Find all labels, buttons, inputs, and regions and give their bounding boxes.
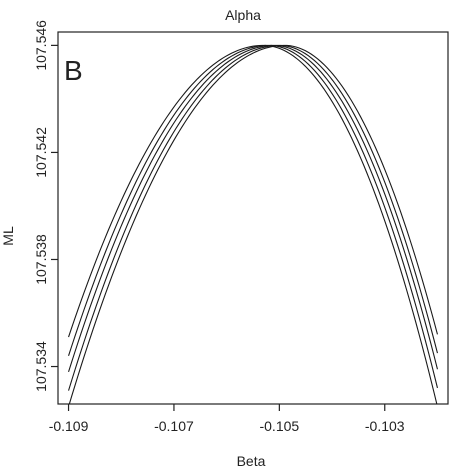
x-axis-label: Beta	[237, 453, 266, 469]
series-line-4	[68, 44, 438, 391]
plot-frame	[57, 31, 449, 405]
series-line-1	[68, 44, 438, 404]
chart-title: Alpha	[225, 7, 261, 23]
series-line-3	[68, 44, 438, 373]
panel-label: B	[64, 55, 83, 86]
x-axis: -0.109 -0.107 -0.105 -0.103	[49, 404, 405, 434]
series-line-5	[68, 44, 438, 404]
y-axis-label: ML	[0, 226, 16, 246]
y-tick-label: 107.538	[33, 234, 49, 285]
series-line-2	[68, 44, 438, 389]
series-group	[68, 44, 438, 404]
y-tick-label: 107.542	[33, 127, 49, 178]
y-tick-label: 107.534	[33, 341, 49, 392]
x-tick-label: -0.105	[259, 418, 299, 434]
x-tick-label: -0.103	[365, 418, 405, 434]
x-tick-label: -0.107	[154, 418, 194, 434]
y-tick-label: 107.546	[33, 20, 49, 71]
y-axis: 107.534 107.538 107.542 107.546	[33, 20, 58, 392]
x-tick-label: -0.109	[49, 418, 89, 434]
